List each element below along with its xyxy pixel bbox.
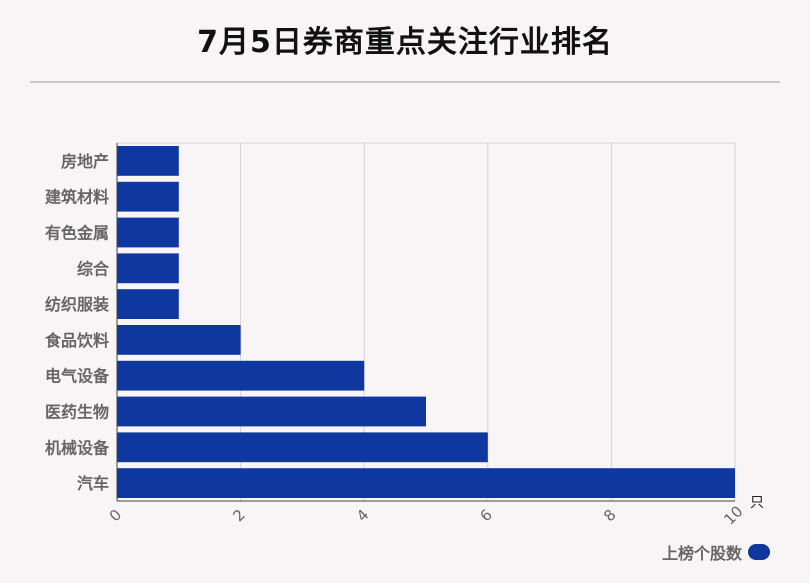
- bar: [117, 360, 365, 391]
- bar: [117, 253, 179, 284]
- category-label: 综合: [77, 259, 110, 278]
- x-tick-label: 8: [600, 506, 619, 525]
- category-label: 医药生物: [45, 403, 109, 422]
- legend-label: 上榜个股数: [661, 544, 742, 563]
- category-label: 房地产: [61, 152, 109, 171]
- category-label: 纺织服装: [45, 295, 109, 314]
- bar: [117, 396, 426, 427]
- x-tick-label: 0: [106, 506, 125, 525]
- category-label: 食品饮料: [44, 331, 109, 350]
- bar: [117, 217, 179, 248]
- category-label: 汽车: [77, 474, 109, 493]
- legend-swatch[interactable]: [748, 544, 770, 560]
- bar: [117, 432, 488, 463]
- bar: [117, 325, 241, 355]
- x-unit-label: 只: [750, 495, 764, 511]
- x-tick-label: 4: [353, 506, 372, 525]
- x-tick-label: 10: [720, 502, 746, 528]
- title-divider: [30, 81, 780, 83]
- bar: [117, 181, 179, 212]
- x-tick-label: 2: [229, 506, 248, 525]
- chart-title: 7月5日券商重点关注行业排名: [197, 25, 613, 60]
- bar: [117, 289, 179, 319]
- x-tick-label: 6: [477, 506, 496, 525]
- category-label: 电气设备: [45, 367, 110, 386]
- category-label: 建筑材料: [45, 188, 109, 207]
- category-label: 有色金属: [45, 224, 109, 243]
- category-label: 机械设备: [45, 438, 110, 457]
- bar: [117, 146, 179, 176]
- legend[interactable]: 上榜个股数: [662, 540, 770, 564]
- bar: [117, 468, 735, 498]
